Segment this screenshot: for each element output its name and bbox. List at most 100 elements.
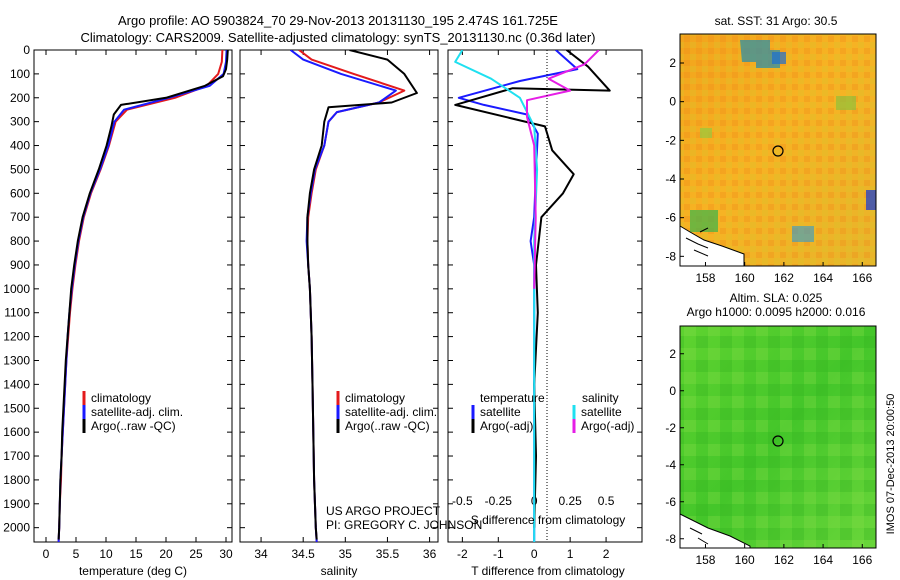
y-tick-label: 1600 — [3, 425, 30, 439]
sla-map-texture — [680, 326, 876, 548]
y-tick-label: 1200 — [3, 330, 30, 344]
series-line-argo-raw-qc — [57, 50, 229, 540]
map-y-tick-label: -4 — [665, 172, 676, 186]
x-tick-label: 34 — [254, 547, 268, 561]
temperature-axes: 0 5 10 15 20 25 300100200300400500600700800900… — [3, 43, 233, 561]
temperature-xlabel: temperature (deg C) — [79, 564, 187, 578]
y-tick-label: 600 — [10, 186, 30, 200]
map-y-tick-label: 0 — [669, 95, 676, 109]
project-annotation-line2: PI: GREGORY C. JOHNSON — [326, 518, 482, 532]
y-tick-label: 900 — [10, 258, 30, 272]
map-y-tick-label: -6 — [665, 211, 676, 225]
map-x-tick-label: 162 — [774, 271, 794, 285]
salinity-plot-frame — [239, 49, 439, 543]
map-x-tick-label: 158 — [695, 271, 715, 285]
x-tick-label: 25 — [189, 547, 203, 561]
y-tick-label: 300 — [10, 115, 30, 129]
x-tick-label: 1 — [567, 547, 574, 561]
x-tick-label: 36 — [423, 547, 437, 561]
sla-map-title-line1: Altim. SLA: 0.025 — [730, 291, 823, 305]
x-tick-label: 5 — [73, 547, 80, 561]
map-y-tick-label: -2 — [665, 421, 676, 435]
y-tick-label: 0 — [23, 43, 30, 57]
map-y-tick-label: 0 — [669, 384, 676, 398]
sst-blue-patch — [866, 190, 876, 210]
temperature-series — [57, 50, 229, 542]
map-x-tick-label: 162 — [774, 553, 794, 567]
sst-cool-patch — [740, 40, 780, 68]
x-tick-label: 10 — [99, 547, 113, 561]
map-y-tick-label: -4 — [665, 458, 676, 472]
temperature-legend: climatology satellite-adj. clim. Argo(..… — [82, 391, 183, 433]
legend-climatology-label: climatology — [345, 391, 405, 405]
y-tick-label: 700 — [10, 210, 30, 224]
map-x-tick-label: 166 — [852, 553, 872, 567]
x-tick-label: 2 — [603, 547, 610, 561]
x-tick-label: 30 — [219, 547, 233, 561]
project-annotation-line1: US ARGO PROJECT — [326, 504, 441, 518]
salinity-xlabel: salinity — [321, 564, 358, 578]
sst-land — [685, 227, 709, 257]
argo-position-marker — [772, 435, 784, 447]
sla-map-frame — [679, 325, 877, 549]
y-tick-label: 1000 — [3, 282, 30, 296]
legend-argo-label: Argo(..raw -QC) — [91, 419, 176, 433]
figure-title-line1: Argo profile: AO 5903824_70 29-Nov-2013 … — [118, 13, 558, 28]
y-tick-label: 1700 — [3, 449, 30, 463]
x-tick-label-salinity: -0.5 — [452, 494, 473, 508]
sst-green-patch — [700, 128, 712, 138]
legend-argo-label: Argo(..raw -QC) — [345, 419, 430, 433]
y-tick-label: 1300 — [3, 353, 30, 367]
legend-temp-argo-label: Argo(-adj) — [480, 419, 533, 433]
y-tick-label: 800 — [10, 234, 30, 248]
y-tick-label: 1100 — [4, 306, 30, 320]
difference-legend: temperature satellite Argo(-adj) salinit… — [471, 391, 634, 433]
sla-map-title-line2: Argo h1000: 0.0095 h2000: 0.016 — [687, 305, 866, 319]
x-tick-label: -2 — [457, 547, 468, 561]
map-x-tick-label: 160 — [735, 271, 755, 285]
legend-sal-satellite-label: satellite — [581, 405, 622, 419]
series-line-argo-raw-qc — [306, 50, 418, 540]
map-y-tick-label: -6 — [665, 495, 676, 509]
legend-sal-argo-label: Argo(-adj) — [581, 419, 634, 433]
y-tick-label: 1900 — [3, 497, 30, 511]
sst-green-patch — [836, 96, 856, 110]
x-tick-label: 15 — [129, 547, 143, 561]
salinity-series — [289, 50, 418, 542]
difference-axes: -2 -1 0 1 2-0.5 -0.25 0 0.25 0.5 — [448, 49, 642, 561]
legend-temperature-heading: temperature — [480, 391, 545, 405]
difference-plot-frame — [447, 49, 643, 543]
y-tick-label: 1500 — [3, 401, 30, 415]
map-x-tick-label: 164 — [813, 271, 833, 285]
argo-position-marker — [772, 145, 784, 157]
sst-map-axes: 158 160 162 164 166 2 0 -2 -4 -6 -8 — [665, 56, 872, 285]
series-line-temperature-argo-adj — [454, 50, 611, 528]
difference-xlabel-T: T difference from climatology — [471, 564, 625, 578]
sst-green-patch — [792, 226, 814, 242]
x-tick-label: 35 — [339, 547, 353, 561]
sla-land — [689, 527, 709, 545]
sla-map-axes: 158 160 162 164 166 2 0 -2 -4 -6 -8 — [665, 347, 872, 567]
legend-temp-satellite-label: satellite — [480, 405, 521, 419]
map-x-tick-label: 158 — [695, 553, 715, 567]
temperature-plot-frame — [33, 49, 233, 543]
y-tick-label: 100 — [10, 67, 30, 81]
map-x-tick-label: 160 — [735, 553, 755, 567]
salinity-axes: 34 34.5 35 35.5 36 — [240, 49, 438, 561]
difference-xlabel-S: S difference from climatology — [471, 513, 626, 527]
y-tick-label: 200 — [10, 91, 30, 105]
y-tick-label: 400 — [10, 139, 30, 153]
legend-salinity-heading: salinity — [582, 391, 619, 405]
sst-green-patch — [690, 210, 718, 232]
map-y-tick-label: 2 — [669, 347, 676, 361]
y-tick-label: 1400 — [3, 377, 30, 391]
legend-climatology-label: climatology — [91, 391, 151, 405]
x-tick-label-salinity: 0.5 — [598, 494, 615, 508]
sla-map — [679, 325, 877, 549]
sst-map-title: sat. SST: 31 Argo: 30.5 — [715, 14, 838, 28]
x-tick-label: 20 — [159, 547, 173, 561]
difference-series — [454, 50, 611, 542]
y-tick-label: 1800 — [3, 473, 30, 487]
y-tick-label: 500 — [10, 162, 30, 176]
